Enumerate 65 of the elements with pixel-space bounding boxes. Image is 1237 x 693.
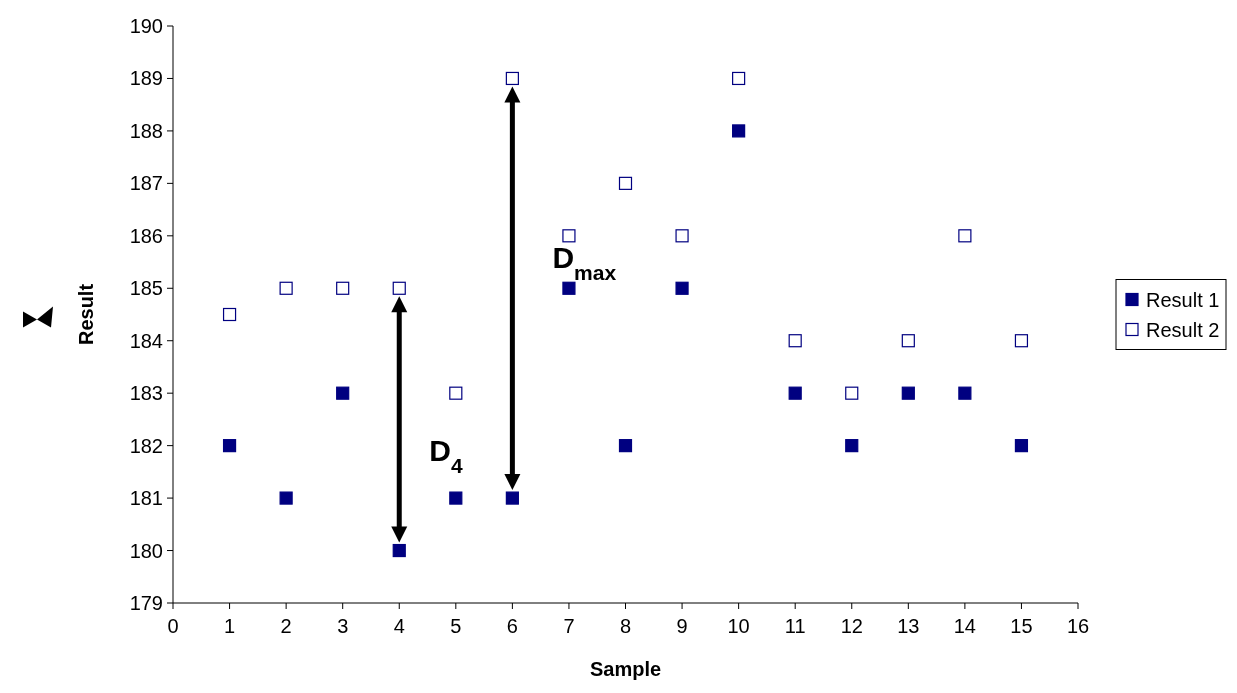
point bbox=[222, 439, 237, 453]
annotation: D$_{4}$ bbox=[429, 434, 463, 477]
x-tick-label: 4 bbox=[393, 615, 405, 637]
point bbox=[279, 491, 293, 505]
point bbox=[845, 386, 859, 400]
y-axis-title: Result bbox=[75, 283, 97, 346]
y-tick-label: 185 bbox=[129, 277, 163, 300]
x-tick-label: 2 bbox=[280, 615, 292, 637]
x-tick-label: 10 bbox=[727, 615, 750, 637]
y-tick-label: 188 bbox=[129, 119, 163, 142]
x-tick-label: 0 bbox=[167, 615, 179, 637]
legend-label: Result 2 bbox=[1146, 318, 1220, 341]
point bbox=[336, 386, 350, 400]
point bbox=[732, 124, 746, 138]
point bbox=[279, 281, 293, 295]
x-tick-label: 3 bbox=[337, 615, 349, 637]
point bbox=[675, 281, 689, 295]
y-tick-label: 182 bbox=[129, 434, 163, 457]
x-tick-label: 14 bbox=[953, 615, 976, 637]
point bbox=[901, 334, 915, 348]
point bbox=[618, 176, 633, 190]
point bbox=[392, 543, 406, 558]
y-tick-label: 187 bbox=[129, 172, 163, 195]
y-tick-label: 189 bbox=[129, 67, 163, 90]
x-tick-label: 12 bbox=[840, 615, 863, 637]
y-tick-label: 190 bbox=[129, 15, 163, 37]
x-tick-label: 13 bbox=[897, 615, 920, 637]
point bbox=[618, 439, 633, 453]
y-tick-label: 186 bbox=[129, 224, 163, 247]
point bbox=[505, 71, 519, 86]
x-tick-label: 16 bbox=[1066, 615, 1090, 637]
point bbox=[449, 491, 463, 505]
y-tick-label: 181 bbox=[129, 487, 163, 510]
y-tick-label: 184 bbox=[129, 329, 163, 352]
x-axis-title: Sample bbox=[589, 658, 662, 680]
point bbox=[901, 386, 915, 400]
y-tick-label: 179 bbox=[129, 592, 163, 614]
point bbox=[562, 229, 576, 243]
point bbox=[1014, 334, 1029, 348]
annotation: D$_{max}$ bbox=[552, 241, 617, 284]
x-tick-label: 1 bbox=[224, 615, 236, 637]
point bbox=[1014, 439, 1029, 453]
point bbox=[505, 491, 519, 505]
point bbox=[788, 334, 802, 348]
x-tick-label: 5 bbox=[450, 615, 462, 637]
x-tick-label: 15 bbox=[1010, 615, 1033, 637]
point bbox=[958, 229, 972, 243]
point bbox=[562, 281, 576, 295]
legend-label: Result 1 bbox=[1146, 288, 1220, 311]
point bbox=[336, 281, 350, 295]
y-tick-label: 180 bbox=[129, 539, 163, 562]
point bbox=[788, 386, 802, 400]
x-tick-label: 8 bbox=[619, 615, 632, 637]
point bbox=[845, 439, 859, 453]
x-tick-label: 7 bbox=[563, 615, 575, 637]
point bbox=[958, 386, 972, 400]
point bbox=[732, 71, 746, 86]
x-tick-label: 9 bbox=[676, 615, 688, 637]
point bbox=[222, 307, 237, 322]
point bbox=[675, 229, 689, 243]
y-tick-label: 183 bbox=[129, 382, 163, 405]
point bbox=[449, 386, 463, 400]
point bbox=[392, 281, 406, 295]
x-tick-label: 6 bbox=[506, 615, 518, 637]
x-tick-label: 11 bbox=[784, 615, 806, 637]
